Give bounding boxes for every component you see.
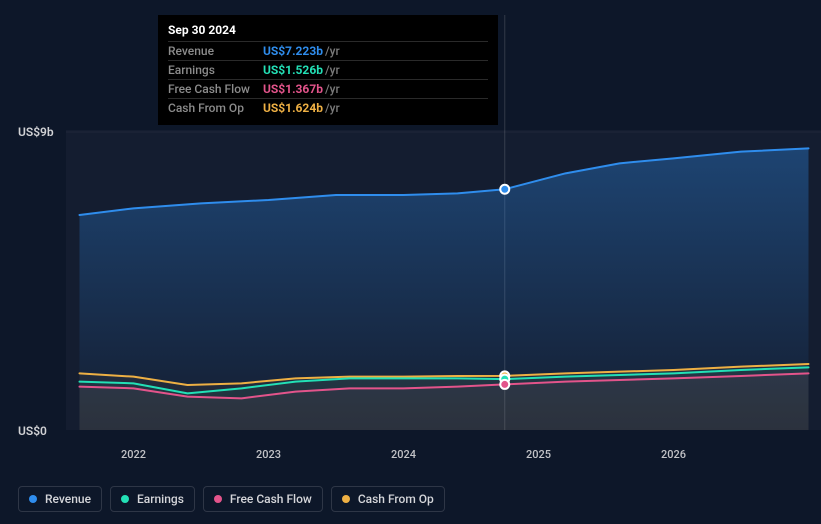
chart-legend: Revenue Earnings Free Cash Flow Cash From O… (18, 486, 445, 512)
legend-item[interactable]: Free Cash Flow (203, 486, 323, 512)
tooltip-metric-label: Earnings (168, 63, 263, 77)
legend-item[interactable]: Cash From Op (331, 486, 445, 512)
tooltip-metric-value: US$1.624b (263, 101, 323, 115)
legend-dot-icon (342, 495, 350, 503)
tooltip-metric-value: US$1.367b (263, 82, 323, 96)
legend-dot-icon (214, 495, 222, 503)
tooltip-metric-label: Cash From Op (168, 101, 263, 115)
legend-item[interactable]: Earnings (110, 486, 195, 512)
tooltip-metric-unit: /yr (325, 44, 340, 58)
tooltip-row: Free Cash FlowUS$1.367b /yr (168, 79, 488, 98)
chart-container: US$9b US$0 Past Analysts Forecasts 20222… (18, 0, 803, 506)
tooltip-row: Cash From OpUS$1.624b /yr (168, 98, 488, 117)
tooltip-metric-label: Revenue (168, 44, 263, 58)
hover-tooltip: Sep 30 2024 RevenueUS$7.223b /yrEarnings… (158, 15, 498, 125)
tooltip-metric-unit: /yr (325, 101, 340, 115)
tooltip-metric-value: US$1.526b (263, 63, 323, 77)
tooltip-metric-value: US$7.223b (263, 44, 323, 58)
legend-item[interactable]: Revenue (18, 486, 102, 512)
legend-label: Free Cash Flow (230, 492, 312, 506)
legend-label: Earnings (137, 492, 184, 506)
legend-dot-icon (29, 495, 37, 503)
legend-dot-icon (121, 495, 129, 503)
legend-label: Cash From Op (358, 492, 434, 506)
tooltip-row: RevenueUS$7.223b /yr (168, 41, 488, 60)
tooltip-row: EarningsUS$1.526b /yr (168, 60, 488, 79)
tooltip-metric-unit: /yr (325, 82, 340, 96)
tooltip-date: Sep 30 2024 (168, 23, 488, 41)
tooltip-metric-label: Free Cash Flow (168, 82, 263, 96)
tooltip-rows: RevenueUS$7.223b /yrEarningsUS$1.526b /y… (168, 41, 488, 117)
legend-label: Revenue (45, 492, 91, 506)
tooltip-metric-unit: /yr (325, 63, 340, 77)
